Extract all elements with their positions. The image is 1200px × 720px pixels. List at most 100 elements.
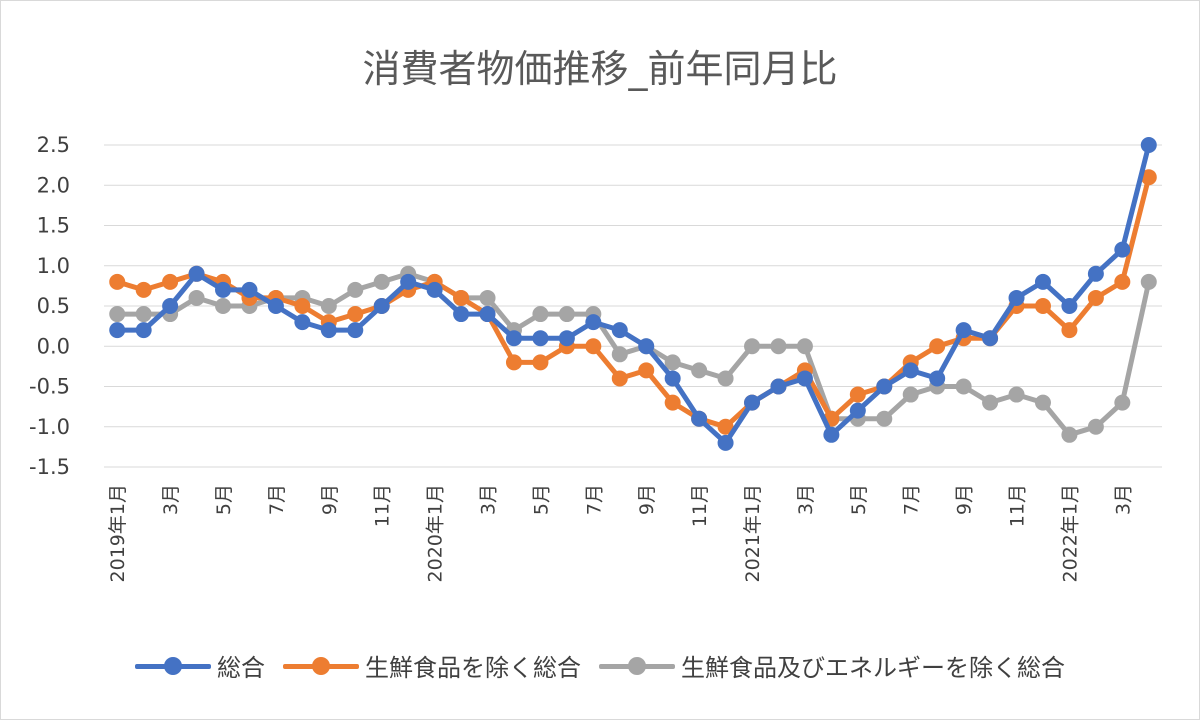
data-point: [1087, 265, 1104, 282]
x-tick-label: 9月: [636, 484, 658, 515]
data-point: [1034, 298, 1051, 314]
data-point: [215, 298, 232, 314]
data-point: [1114, 241, 1131, 258]
data-point: [585, 314, 602, 331]
x-tick-label: 5月: [530, 484, 552, 515]
data-point: [1140, 137, 1157, 153]
legend-item-total: 総合: [135, 648, 265, 683]
data-point: [611, 322, 628, 339]
data-point: [1008, 386, 1025, 403]
data-point: [294, 298, 311, 314]
data-point: [796, 370, 813, 387]
series-layer: [109, 137, 1157, 451]
data-point: [558, 330, 575, 347]
data-point: [744, 394, 761, 411]
data-point: [611, 370, 628, 387]
data-point: [1114, 394, 1131, 411]
x-tick-label: 7月: [266, 484, 288, 515]
data-point: [188, 289, 205, 306]
data-point: [162, 273, 179, 290]
data-point: [294, 314, 311, 331]
legend-label-core: 生鮮食品を除く総合: [365, 654, 581, 682]
x-tick-label: 11月: [689, 484, 711, 527]
data-point: [479, 306, 496, 323]
x-tick-label: 3月: [1112, 484, 1134, 515]
data-point: [1087, 418, 1104, 435]
legend-label-core-core: 生鮮食品及びエネルギーを除く総合: [681, 654, 1065, 682]
series-line: [116, 176, 1152, 430]
data-point: [823, 426, 840, 443]
x-tick-label: 2021年1月: [742, 484, 764, 582]
data-point: [796, 338, 813, 355]
legend: 総合 生鮮食品を除く総合 生鮮食品及びエネルギーを除く総合: [0, 648, 1200, 683]
x-tick-label: 7月: [583, 484, 605, 515]
x-tick-label: 3月: [795, 484, 817, 515]
data-point: [109, 306, 126, 323]
x-axis-ticks: 2019年1月 3月 5月 7月 9月 11月 2020年1月 3月 5月 7月 9月 11月 2021…: [107, 484, 1134, 582]
data-point: [1061, 322, 1078, 339]
data-point: [109, 273, 126, 290]
data-point: [664, 370, 681, 387]
legend-swatch-core-core: [599, 656, 675, 676]
data-point: [373, 298, 390, 314]
data-point: [320, 298, 337, 314]
y-tick-label: 2.0: [37, 173, 70, 197]
series-総合: [109, 137, 1157, 451]
data-point: [876, 378, 893, 395]
y-tick-label: -1.0: [29, 415, 70, 439]
data-point: [611, 346, 628, 363]
data-point: [929, 370, 946, 387]
data-point: [1061, 426, 1078, 443]
data-point: [1140, 273, 1157, 290]
data-point: [1034, 394, 1051, 411]
series-line: [117, 271, 1152, 438]
data-point: [453, 289, 470, 306]
y-axis-ticks: 2.5 2.0 1.5 1.0 0.5 0.0 -0.5 -1.0 -1.5: [29, 133, 70, 479]
x-tick-label: 7月: [901, 484, 923, 515]
data-point: [638, 362, 655, 379]
y-tick-label: 2.5: [37, 133, 70, 157]
data-point: [109, 322, 126, 339]
data-point: [347, 322, 364, 339]
data-point: [770, 338, 787, 355]
y-tick-label: -0.5: [29, 375, 70, 399]
data-point: [241, 281, 258, 298]
data-point: [638, 338, 655, 355]
x-tick-label: 11月: [372, 484, 394, 527]
data-point: [982, 330, 999, 347]
gridlines: [104, 144, 1162, 468]
data-point: [162, 298, 179, 314]
data-point: [717, 418, 734, 435]
data-point: [876, 410, 893, 427]
data-point: [135, 322, 152, 339]
y-tick-label: 1.5: [37, 214, 70, 238]
x-tick-label: 3月: [478, 484, 500, 515]
data-point: [691, 362, 708, 379]
data-point: [320, 322, 337, 339]
data-point: [505, 330, 522, 347]
data-point: [558, 306, 575, 323]
data-point: [955, 322, 972, 339]
data-point: [1061, 298, 1078, 314]
legend-swatch-total: [135, 656, 211, 676]
data-point: [135, 306, 152, 323]
y-tick-label: 0.5: [37, 294, 70, 318]
data-point: [849, 386, 866, 403]
data-point: [426, 281, 443, 298]
data-point: [717, 434, 734, 451]
data-point: [347, 306, 364, 323]
data-point: [929, 338, 946, 355]
data-point: [664, 394, 681, 411]
x-tick-label: 9月: [319, 484, 341, 515]
data-point: [532, 306, 549, 323]
legend-item-core: 生鮮食品を除く総合: [283, 648, 581, 683]
data-point: [744, 338, 761, 355]
data-point: [135, 281, 152, 298]
data-point: [691, 410, 708, 427]
x-tick-label: 5月: [848, 484, 870, 515]
y-tick-label: -1.5: [29, 455, 70, 479]
legend-label-total: 総合: [217, 654, 265, 682]
data-point: [717, 370, 734, 387]
